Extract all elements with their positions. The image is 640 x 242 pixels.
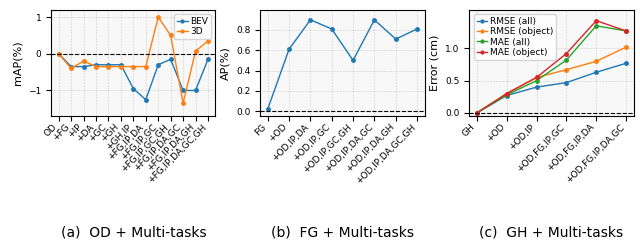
Line: RMSE (all): RMSE (all) — [475, 61, 628, 115]
3D — [104, 65, 112, 68]
3D — [92, 65, 100, 68]
3D — [67, 67, 75, 70]
3D — [154, 15, 162, 18]
MAE (object) — [503, 92, 511, 95]
RMSE (object) — [593, 60, 600, 63]
Line: MAE (all): MAE (all) — [475, 24, 628, 115]
3D — [80, 60, 88, 62]
Y-axis label: Error (cm): Error (cm) — [429, 35, 440, 91]
Line: BEV: BEV — [57, 52, 210, 101]
BEV — [92, 63, 100, 66]
RMSE (all) — [622, 62, 630, 65]
RMSE (all) — [532, 86, 540, 89]
3D — [129, 65, 137, 68]
MAE (all) — [593, 24, 600, 27]
BEV — [192, 89, 200, 92]
BEV — [154, 63, 162, 66]
MAE (object) — [563, 52, 570, 55]
MAE (object) — [622, 30, 630, 32]
RMSE (all) — [503, 94, 511, 97]
3D — [142, 65, 150, 68]
MAE (object) — [593, 19, 600, 22]
BEV — [67, 65, 75, 68]
3D — [204, 39, 212, 42]
BEV — [80, 65, 88, 68]
Legend: RMSE (all), RMSE (object), MAE (all), MAE (object): RMSE (all), RMSE (object), MAE (all), MA… — [474, 14, 556, 60]
BEV — [129, 87, 137, 90]
BEV — [142, 98, 150, 101]
Y-axis label: mAP(%): mAP(%) — [13, 41, 22, 85]
RMSE (object) — [622, 46, 630, 49]
Text: (a)  OD + Multi-tasks: (a) OD + Multi-tasks — [61, 226, 206, 240]
RMSE (all) — [473, 112, 481, 114]
MAE (object) — [532, 76, 540, 79]
MAE (all) — [563, 59, 570, 61]
MAE (all) — [532, 79, 540, 82]
RMSE (all) — [563, 81, 570, 84]
Line: RMSE (object): RMSE (object) — [475, 45, 628, 115]
MAE (all) — [473, 112, 481, 114]
RMSE (object) — [503, 92, 511, 95]
Text: (b)  FG + Multi-tasks: (b) FG + Multi-tasks — [271, 226, 414, 240]
3D — [167, 34, 175, 37]
RMSE (object) — [473, 112, 481, 114]
MAE (all) — [622, 30, 630, 32]
Line: MAE (object): MAE (object) — [475, 19, 628, 115]
BEV — [117, 63, 125, 66]
RMSE (object) — [563, 68, 570, 71]
Text: (c)  GH + Multi-tasks: (c) GH + Multi-tasks — [479, 226, 623, 240]
3D — [55, 52, 63, 55]
MAE (object) — [473, 112, 481, 114]
RMSE (object) — [532, 76, 540, 79]
Legend: BEV, 3D: BEV, 3D — [174, 14, 211, 39]
3D — [192, 50, 200, 53]
MAE (all) — [503, 93, 511, 96]
RMSE (all) — [593, 71, 600, 74]
Line: 3D: 3D — [57, 15, 210, 105]
3D — [117, 65, 125, 68]
BEV — [167, 58, 175, 61]
BEV — [204, 58, 212, 61]
BEV — [179, 89, 187, 92]
3D — [179, 102, 187, 105]
BEV — [55, 52, 63, 55]
Y-axis label: AP(%): AP(%) — [221, 46, 230, 80]
BEV — [104, 63, 112, 66]
